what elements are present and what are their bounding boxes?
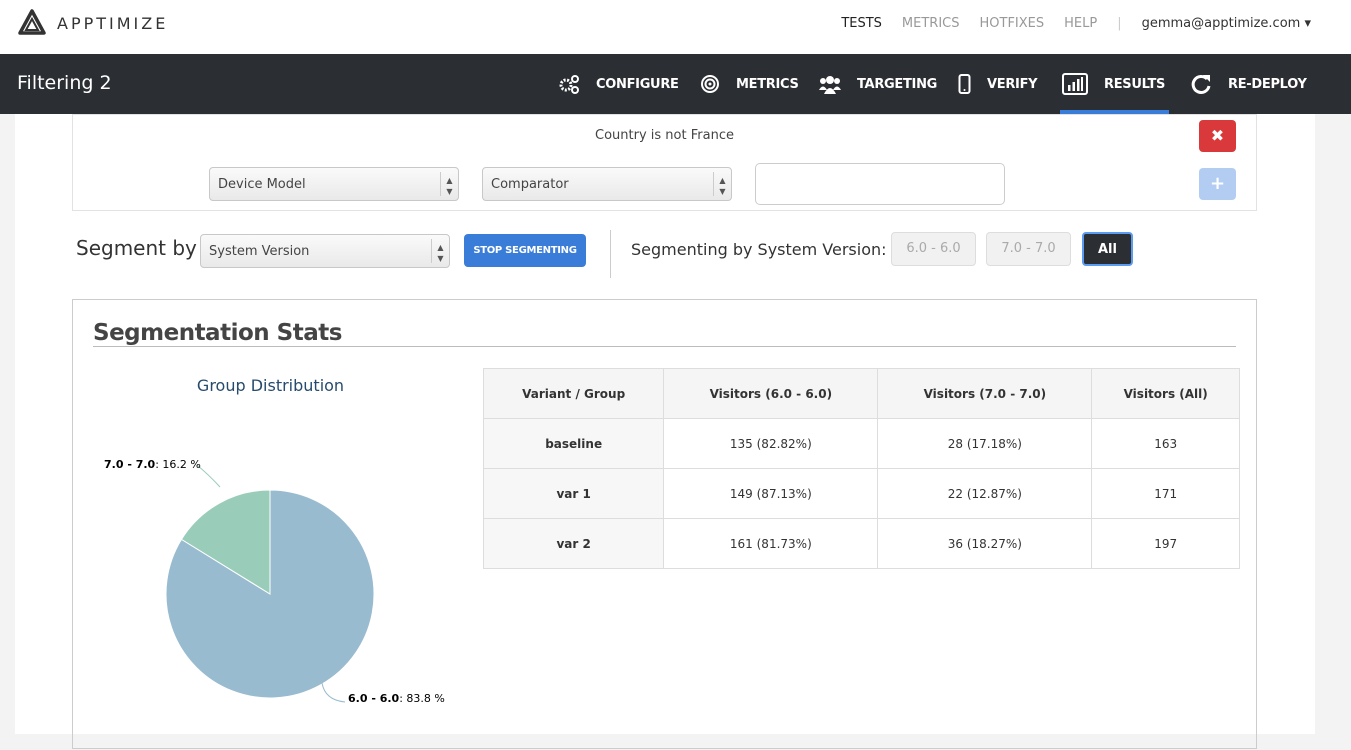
top-bar: APPTIMIZE TESTS METRICS HOTFIXES HELP | …: [0, 0, 1351, 54]
title-rule: [93, 346, 1236, 347]
label-connector: [321, 682, 346, 703]
users-icon: [819, 76, 841, 94]
tab-verify[interactable]: VERIFY: [958, 54, 1038, 114]
cell: baseline: [482, 418, 665, 469]
attribute-value: Device Model: [218, 177, 306, 192]
nav-tests[interactable]: TESTS: [841, 16, 882, 31]
chart-title: Group Distribution: [196, 376, 345, 395]
pie-slice-7-0[interactable]: [180, 489, 271, 595]
bar-chart-icon: [1062, 73, 1088, 95]
label-connector: [196, 464, 221, 488]
stop-segmenting-button[interactable]: STOP SEGMENTING: [464, 234, 586, 267]
tab-label: CONFIGURE: [596, 76, 679, 92]
table-row: var 2 161 (81.73%) 36 (18.27%) 197: [482, 518, 1240, 569]
add-filter-button[interactable]: +: [1199, 168, 1236, 200]
brand-name: APPTIMIZE: [57, 13, 169, 33]
tab-results[interactable]: RESULTS: [1060, 54, 1170, 114]
tab-metrics[interactable]: METRICS: [700, 54, 799, 114]
table-row: baseline 135 (82.82%) 28 (17.18%) 163: [482, 418, 1240, 469]
new-filter-row: Device Model ▲ ▼ Comparator ▲ ▼ +: [72, 160, 1257, 211]
logo[interactable]: APPTIMIZE: [17, 8, 168, 38]
cell: 36 (18.27%): [877, 518, 1093, 569]
user-menu[interactable]: gemma@apptimize.com ▾: [1141, 16, 1311, 31]
pie-label-6-0: 6.0 - 6.0: 83.8 %: [348, 692, 445, 705]
cell: 135 (82.82%): [663, 418, 879, 469]
main-content: Country is not France ✖ Device Model ▲ ▼ C…: [15, 114, 1315, 749]
segment-option-6-0[interactable]: 6.0 - 6.0: [891, 232, 976, 266]
tab-label: VERIFY: [987, 76, 1038, 92]
segment-option-all[interactable]: All: [1082, 232, 1133, 266]
attribute-select[interactable]: Device Model ▲ ▼: [209, 167, 459, 201]
filter-value-input[interactable]: [755, 163, 1005, 205]
cell: 149 (87.13%): [663, 468, 879, 519]
apptimize-logo-icon: [18, 9, 46, 35]
cell: 171: [1091, 468, 1240, 519]
divider: |: [1117, 16, 1122, 31]
segment-select[interactable]: System Version ▲ ▼: [200, 234, 450, 268]
comparator-select[interactable]: Comparator ▲ ▼: [482, 167, 732, 201]
cell: 197: [1091, 518, 1240, 569]
pie-chart: 6.0 - 6.0: 83.8 % 7.0 - 7.0: 16.2 %: [104, 458, 445, 705]
test-header: Filtering 2 CONFIGURE METRICS TARGETING …: [0, 54, 1351, 114]
tab-label: METRICS: [736, 76, 799, 92]
tab-redeploy[interactable]: RE-DEPLOY: [1190, 54, 1307, 114]
refresh-icon: [1191, 74, 1211, 94]
segmentation-stats-panel: Segmentation Stats Group Distribution 6.…: [72, 299, 1257, 749]
segmenting-by-label: Segmenting by System Version:: [631, 240, 887, 259]
tab-label: RE-DEPLOY: [1228, 76, 1307, 92]
select-arrows-icon: ▲ ▼: [713, 172, 731, 196]
segment-option-7-0[interactable]: 7.0 - 7.0: [986, 232, 1071, 266]
cell: 163: [1091, 418, 1240, 469]
table-header-row: Variant / Group Visitors (6.0 - 6.0) Vis…: [482, 368, 1240, 419]
filter-text: Country is not France: [595, 128, 734, 143]
pie-label-7-0: 7.0 - 7.0: 16.2 %: [104, 458, 201, 471]
select-arrows-icon: ▲ ▼: [431, 239, 449, 263]
column-header: Variant / Group: [482, 368, 665, 419]
test-title: Filtering 2: [17, 72, 112, 94]
cell: 22 (12.87%): [877, 468, 1093, 519]
stats-table: Variant / Group Visitors (6.0 - 6.0) Vis…: [482, 368, 1240, 569]
user-email: gemma@apptimize.com: [1141, 16, 1301, 31]
tab-configure[interactable]: CONFIGURE: [558, 54, 679, 114]
nav-metrics[interactable]: METRICS: [901, 16, 960, 31]
target-icon: [701, 75, 719, 93]
divider: [610, 230, 611, 278]
segment-value: System Version: [209, 244, 310, 259]
gears-icon: [559, 75, 579, 94]
tab-label: TARGETING: [857, 76, 938, 92]
stats-title: Segmentation Stats: [93, 320, 342, 346]
tab-targeting[interactable]: TARGETING: [819, 54, 937, 114]
cell: var 1: [482, 468, 665, 519]
column-header: Visitors (6.0 - 6.0): [663, 368, 879, 419]
segment-by-label: Segment by: [76, 236, 197, 260]
column-header: Visitors (7.0 - 7.0): [877, 368, 1093, 419]
nav-help[interactable]: HELP: [1064, 16, 1098, 31]
remove-filter-button[interactable]: ✖: [1199, 120, 1236, 152]
table-row: var 1 149 (87.13%) 22 (12.87%) 171: [482, 468, 1240, 519]
select-arrows-icon: ▲ ▼: [440, 172, 458, 196]
cell: 161 (81.73%): [663, 518, 879, 569]
column-header: Visitors (All): [1091, 368, 1240, 419]
cell: 28 (17.18%): [877, 418, 1093, 469]
filter-row: Country is not France ✖: [72, 114, 1257, 161]
phone-icon: [958, 74, 971, 94]
comparator-value: Comparator: [491, 177, 569, 192]
cell: var 2: [482, 518, 665, 569]
tab-label: RESULTS: [1104, 76, 1166, 92]
nav-hotfixes[interactable]: HOTFIXES: [979, 16, 1045, 31]
